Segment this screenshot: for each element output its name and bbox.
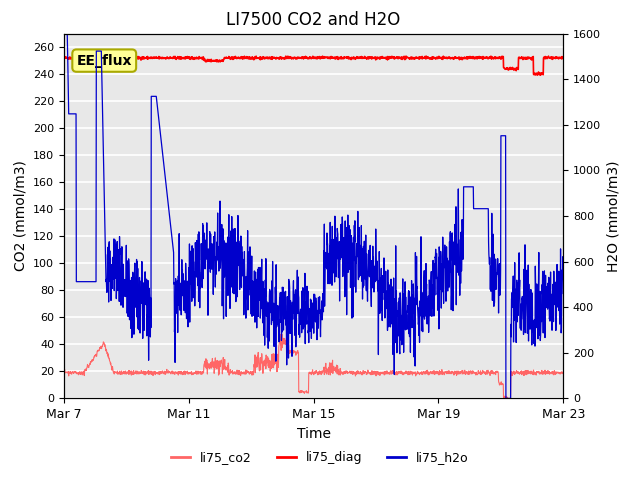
li75_h2o <box>342 225 350 230</box>
li75_diag <box>559 55 567 60</box>
Title: LI7500 CO2 and H2O: LI7500 CO2 and H2O <box>227 11 401 29</box>
li75_co2 <box>500 396 508 401</box>
li75_h2o <box>293 299 301 304</box>
Y-axis label: CO2 (mmol/m3): CO2 (mmol/m3) <box>13 161 28 271</box>
li75_co2 <box>343 369 351 375</box>
li75_diag <box>343 55 351 60</box>
Legend: li75_co2, li75_diag, li75_h2o: li75_co2, li75_diag, li75_h2o <box>166 446 474 469</box>
li75_co2 <box>321 367 328 373</box>
li75_co2 <box>460 370 467 375</box>
li75_diag <box>460 55 467 61</box>
li75_diag <box>152 54 160 60</box>
Y-axis label: H2O (mmol/m3): H2O (mmol/m3) <box>607 160 621 272</box>
li75_h2o <box>502 396 509 401</box>
li75_diag <box>293 56 301 61</box>
li75_h2o <box>559 290 567 296</box>
li75_h2o <box>143 312 151 317</box>
Text: EE_flux: EE_flux <box>77 54 132 68</box>
li75_diag <box>60 55 68 60</box>
Line: li75_diag: li75_diag <box>64 55 563 75</box>
li75_diag <box>321 55 328 61</box>
li75_co2 <box>143 370 151 376</box>
li75_h2o <box>321 221 328 227</box>
li75_co2 <box>152 371 160 376</box>
li75_co2 <box>60 368 68 374</box>
li75_co2 <box>293 349 301 355</box>
li75_diag <box>534 72 541 78</box>
li75_diag <box>122 52 129 58</box>
li75_h2o <box>152 94 160 99</box>
li75_h2o <box>60 31 68 36</box>
X-axis label: Time: Time <box>296 427 331 441</box>
li75_co2 <box>278 332 286 337</box>
li75_co2 <box>559 370 567 375</box>
Line: li75_h2o: li75_h2o <box>64 34 563 398</box>
li75_h2o <box>460 250 467 255</box>
li75_diag <box>143 54 151 60</box>
Line: li75_co2: li75_co2 <box>64 335 563 398</box>
